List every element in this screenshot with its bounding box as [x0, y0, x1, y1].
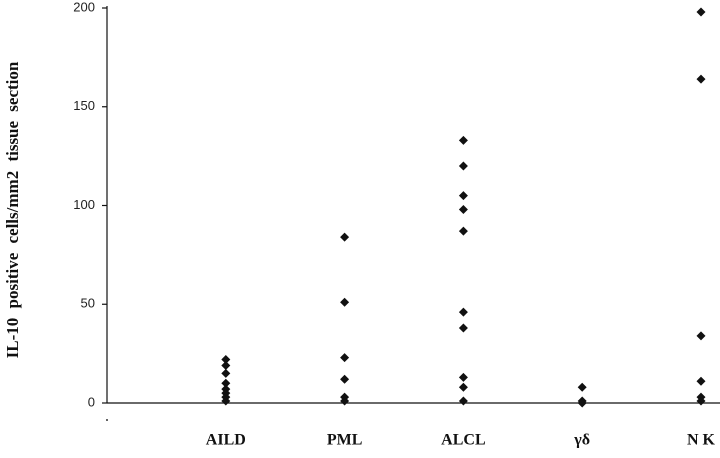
x-tick-label: γδ — [573, 432, 590, 449]
point — [340, 353, 350, 363]
point — [340, 232, 350, 242]
point — [340, 396, 350, 406]
point — [458, 307, 468, 317]
point — [221, 368, 231, 378]
y-axis-label: IL-10 positive cells/mm2 tissue section — [3, 61, 22, 358]
axis-dot — [106, 419, 108, 421]
point — [696, 376, 706, 386]
point — [458, 323, 468, 333]
point — [221, 360, 231, 370]
y-tick-label: 50 — [81, 296, 95, 311]
point — [696, 331, 706, 341]
y-tick-label: 100 — [73, 197, 95, 212]
x-tick-label: ALCL — [441, 432, 485, 449]
point — [458, 204, 468, 214]
point — [458, 135, 468, 145]
point — [577, 398, 587, 408]
x-tick-label: AILD — [206, 432, 246, 449]
point — [221, 396, 231, 406]
point — [696, 7, 706, 17]
point — [458, 382, 468, 392]
x-tick-label: PML — [327, 432, 363, 449]
point — [458, 372, 468, 382]
y-tick-label: 200 — [73, 0, 95, 14]
point — [696, 396, 706, 406]
point — [458, 191, 468, 201]
point — [221, 378, 231, 388]
point — [458, 396, 468, 406]
point — [458, 226, 468, 236]
point — [696, 74, 706, 84]
point — [458, 161, 468, 171]
y-tick-label: 150 — [73, 98, 95, 113]
point — [221, 355, 231, 365]
point — [340, 297, 350, 307]
x-tick-label: N K — [687, 432, 716, 449]
point — [340, 374, 350, 384]
y-tick-label: 0 — [88, 394, 95, 409]
point — [577, 382, 587, 392]
